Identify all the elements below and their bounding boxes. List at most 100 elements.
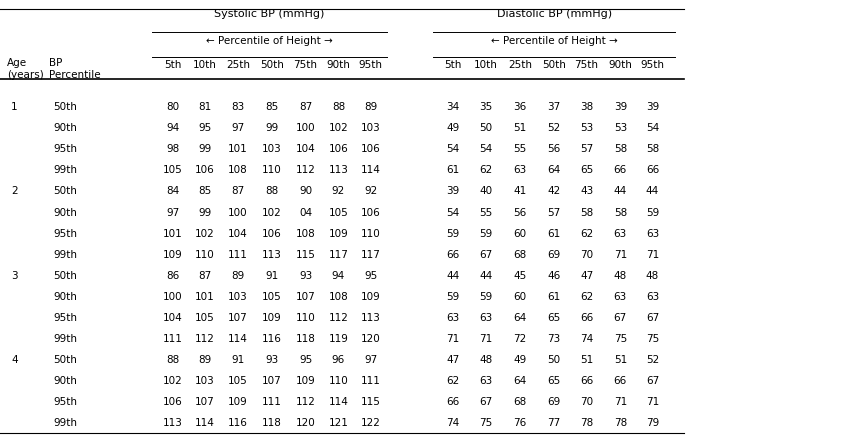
Text: 61: 61 (547, 228, 560, 238)
Text: 75: 75 (614, 334, 627, 344)
Text: 106: 106 (195, 165, 215, 176)
Text: 61: 61 (446, 165, 460, 176)
Text: 110: 110 (295, 313, 316, 323)
Text: 35: 35 (479, 103, 493, 112)
Text: 78: 78 (580, 418, 593, 428)
Text: 55: 55 (479, 208, 493, 217)
Text: 44: 44 (479, 271, 493, 281)
Text: 34: 34 (446, 103, 460, 112)
Text: 49: 49 (513, 355, 527, 365)
Text: 38: 38 (580, 103, 593, 112)
Text: 115: 115 (295, 249, 316, 260)
Text: 65: 65 (547, 313, 560, 323)
Text: 90th: 90th (53, 208, 77, 217)
Text: 5th: 5th (165, 60, 181, 70)
Text: 95th: 95th (53, 228, 77, 238)
Text: 86: 86 (166, 271, 180, 281)
Text: 48: 48 (479, 355, 493, 365)
Text: 67: 67 (479, 249, 493, 260)
Text: 53: 53 (580, 123, 593, 133)
Text: 65: 65 (547, 376, 560, 386)
Text: 103: 103 (228, 292, 248, 302)
Text: 108: 108 (328, 292, 349, 302)
Text: 4: 4 (11, 355, 18, 365)
Text: 54: 54 (646, 123, 659, 133)
Text: 95th: 95th (53, 144, 77, 154)
Text: 58: 58 (614, 144, 627, 154)
Text: 51: 51 (580, 355, 593, 365)
Text: 83: 83 (231, 103, 245, 112)
Text: 70: 70 (580, 249, 593, 260)
Text: 101: 101 (228, 144, 248, 154)
Text: 66: 66 (646, 165, 659, 176)
Text: 107: 107 (262, 376, 282, 386)
Text: ← Percentile of Height →: ← Percentile of Height → (490, 36, 618, 46)
Text: 90th: 90th (609, 60, 632, 70)
Text: 48: 48 (614, 271, 627, 281)
Text: 106: 106 (360, 144, 381, 154)
Text: 39: 39 (446, 187, 460, 197)
Text: 90th: 90th (327, 60, 350, 70)
Text: 93: 93 (299, 271, 312, 281)
Text: 74: 74 (446, 418, 460, 428)
Text: 110: 110 (195, 249, 215, 260)
Text: 99th: 99th (53, 334, 77, 344)
Text: 99: 99 (265, 123, 279, 133)
Text: 95: 95 (364, 271, 377, 281)
Text: 45: 45 (513, 271, 527, 281)
Text: 59: 59 (646, 208, 659, 217)
Text: 51: 51 (614, 355, 627, 365)
Text: 67: 67 (646, 376, 659, 386)
Text: 66: 66 (614, 165, 627, 176)
Text: 90: 90 (299, 187, 312, 197)
Text: 95: 95 (299, 355, 312, 365)
Text: 25th: 25th (508, 60, 532, 70)
Text: 46: 46 (547, 271, 560, 281)
Text: 90th: 90th (53, 123, 77, 133)
Text: 3: 3 (11, 271, 18, 281)
Text: 120: 120 (295, 418, 316, 428)
Text: 109: 109 (360, 292, 381, 302)
Text: 90th: 90th (53, 292, 77, 302)
Text: 106: 106 (262, 228, 282, 238)
Text: 113: 113 (360, 313, 381, 323)
Text: 110: 110 (328, 376, 349, 386)
Text: 58: 58 (580, 208, 593, 217)
Text: 99: 99 (198, 208, 212, 217)
Text: 50th: 50th (53, 271, 77, 281)
Text: 52: 52 (547, 123, 560, 133)
Text: 63: 63 (614, 292, 627, 302)
Text: 95th: 95th (641, 60, 664, 70)
Text: 10th: 10th (193, 60, 217, 70)
Text: 91: 91 (265, 271, 279, 281)
Text: 101: 101 (195, 292, 215, 302)
Text: 67: 67 (646, 313, 659, 323)
Text: ← Percentile of Height →: ← Percentile of Height → (206, 36, 333, 46)
Text: 54: 54 (446, 144, 460, 154)
Text: 63: 63 (479, 313, 493, 323)
Text: 67: 67 (479, 397, 493, 407)
Text: 109: 109 (163, 249, 183, 260)
Text: 47: 47 (580, 271, 593, 281)
Text: 68: 68 (513, 397, 527, 407)
Text: 78: 78 (614, 418, 627, 428)
Text: 75th: 75th (575, 60, 598, 70)
Text: 102: 102 (262, 208, 282, 217)
Text: 43: 43 (580, 187, 593, 197)
Text: 79: 79 (646, 418, 659, 428)
Text: 99th: 99th (53, 418, 77, 428)
Text: 50: 50 (547, 355, 560, 365)
Text: 103: 103 (360, 123, 381, 133)
Text: 96: 96 (332, 355, 345, 365)
Text: 74: 74 (580, 334, 593, 344)
Text: 89: 89 (198, 355, 212, 365)
Text: 39: 39 (646, 103, 659, 112)
Text: 47: 47 (446, 355, 460, 365)
Text: 108: 108 (295, 228, 316, 238)
Text: 99: 99 (198, 144, 212, 154)
Text: 113: 113 (262, 249, 282, 260)
Text: 100: 100 (163, 292, 183, 302)
Text: 5th: 5th (445, 60, 462, 70)
Text: 44: 44 (646, 187, 659, 197)
Text: 71: 71 (646, 249, 659, 260)
